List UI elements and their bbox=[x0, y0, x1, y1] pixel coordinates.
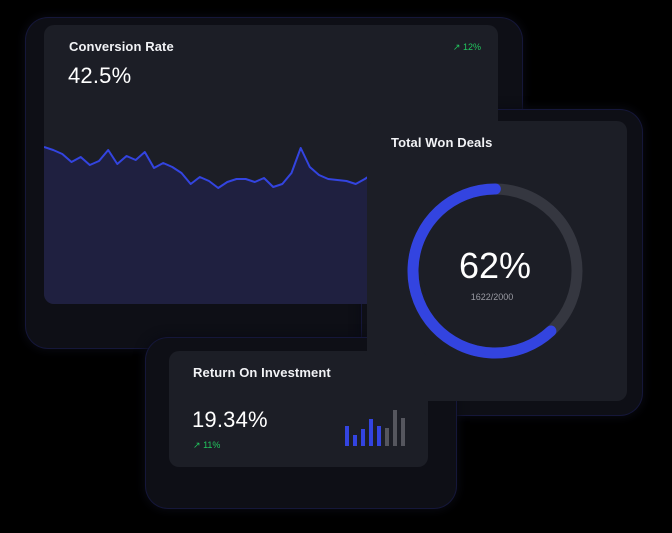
won-deals-percent: 62% bbox=[458, 245, 532, 286]
roi-trend-value: 11% bbox=[203, 440, 221, 450]
conversion-area-chart bbox=[44, 146, 375, 304]
roi-trend: ↗ 11% bbox=[193, 440, 220, 451]
roi-value: 19.34% bbox=[192, 407, 268, 432]
conversion-trend: ↗ 12% bbox=[453, 42, 481, 53]
roi-bar bbox=[345, 426, 349, 446]
roi-bar bbox=[385, 428, 389, 446]
roi-bar bbox=[393, 410, 397, 446]
won-deals-title: Total Won Deals bbox=[391, 135, 493, 150]
won-deals-donut bbox=[407, 183, 583, 359]
conversion-trend-value: 12% bbox=[462, 42, 481, 52]
roi-bar bbox=[369, 419, 373, 446]
roi-title: Return On Investment bbox=[193, 365, 331, 380]
roi-bar bbox=[401, 418, 405, 446]
trend-up-icon: ↗ bbox=[193, 440, 201, 450]
total-won-deals-card: Total Won Deals 62% 1622/2000 bbox=[367, 121, 627, 401]
roi-card: Return On Investment 19.34% ↗ 11% bbox=[169, 351, 428, 467]
won-deals-count: 1622/2000 bbox=[470, 292, 514, 302]
roi-bar bbox=[353, 435, 357, 446]
conversion-rate-value: 42.5% bbox=[68, 63, 132, 88]
roi-bar-chart bbox=[345, 410, 405, 446]
conversion-rate-title: Conversion Rate bbox=[69, 39, 174, 54]
trend-up-icon: ↗ bbox=[452, 42, 461, 52]
roi-bar bbox=[377, 426, 381, 446]
roi-bar bbox=[361, 429, 365, 446]
